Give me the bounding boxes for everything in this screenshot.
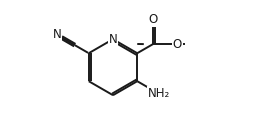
Text: O: O xyxy=(148,13,158,26)
Text: O: O xyxy=(173,38,182,51)
Text: NH₂: NH₂ xyxy=(148,88,170,100)
Text: N: N xyxy=(109,33,117,46)
Text: N: N xyxy=(53,28,61,41)
